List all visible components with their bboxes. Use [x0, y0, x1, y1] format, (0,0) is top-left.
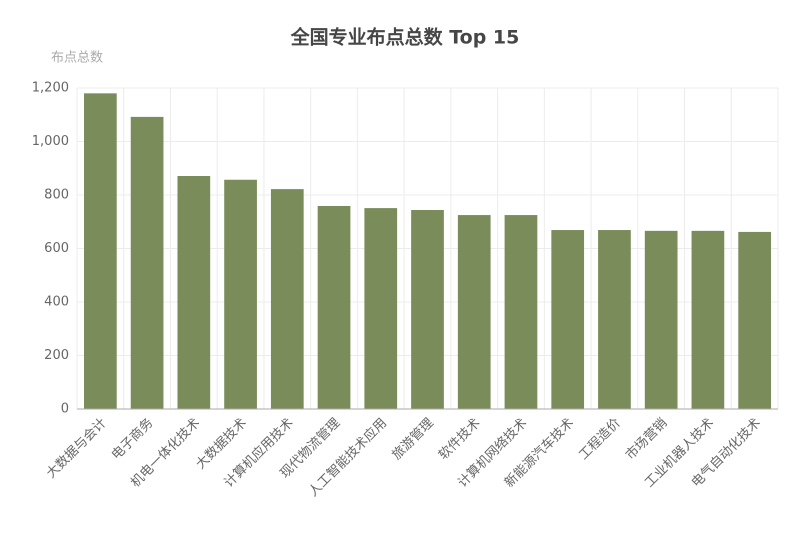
x-tick-label: 工程造价	[576, 416, 623, 463]
bar	[457, 215, 491, 409]
y-tick-label: 400	[44, 295, 69, 310]
x-tick-label: 人工智能技术应用	[305, 415, 390, 500]
bar	[738, 231, 771, 409]
bar	[224, 179, 257, 409]
x-tick-label: 大数据与会计	[44, 416, 110, 482]
bar	[691, 230, 725, 409]
y-tick-label: 1,200	[32, 81, 69, 96]
bar	[411, 209, 444, 409]
bar	[270, 189, 304, 409]
y-axis-label: 布点总数	[51, 51, 103, 66]
bar	[644, 230, 678, 409]
bar	[130, 116, 164, 409]
bar	[598, 230, 631, 409]
x-tick-label: 市场营销	[622, 415, 670, 463]
y-tick-label: 800	[44, 188, 69, 203]
bar	[364, 208, 398, 409]
x-tick-label: 电子商务	[108, 415, 156, 463]
chart-title: 全国专业布点总数 Top 15	[290, 26, 520, 49]
bar	[177, 176, 211, 409]
x-tick-label: 软件技术	[436, 416, 483, 463]
x-tick-label: 旅游管理	[389, 416, 436, 463]
bar	[551, 230, 585, 409]
bar	[504, 215, 538, 409]
bar	[317, 205, 351, 409]
y-tick-label: 200	[44, 348, 69, 363]
y-tick-label: 600	[44, 241, 69, 256]
bar	[84, 93, 117, 409]
y-tick-label: 1,000	[32, 134, 69, 149]
y-tick-label: 0	[61, 402, 69, 417]
